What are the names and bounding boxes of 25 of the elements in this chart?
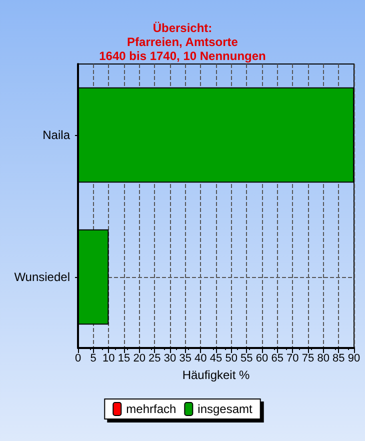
y-tick-label: Wunsiedel	[14, 270, 70, 284]
x-tick-label: 20	[133, 352, 146, 364]
x-tick-label: 70	[286, 352, 299, 364]
x-tick-label: 85	[332, 352, 345, 364]
legend-label: mehrfach	[126, 402, 176, 416]
x-tick-label: 25	[148, 352, 161, 364]
legend-label: insgesamt	[198, 402, 254, 416]
x-tick-label: 35	[179, 352, 192, 364]
x-tick-label: 15	[118, 352, 130, 364]
x-tick-label: 90	[348, 352, 360, 364]
x-tick-label: 55	[240, 352, 253, 364]
chart-title: Übersicht: Pfarreien, Amtsorte 1640 bis 1740, 10 Nennungen	[99, 21, 266, 63]
x-tick-label: 40	[194, 352, 207, 364]
x-tick-label: 0	[74, 352, 82, 364]
x-tick-label: 45	[210, 352, 222, 364]
x-tick-label: 65	[271, 352, 284, 364]
x-tick-label: 5	[90, 352, 96, 364]
x-tick-label: 50	[225, 352, 238, 364]
x-tick-label: 80	[317, 352, 330, 364]
x-tick-label: 75	[302, 352, 314, 364]
x-axis-title: Häufigkeit %	[182, 368, 250, 382]
x-tick-label: 30	[164, 352, 176, 364]
y-tick-label: Naila	[42, 128, 70, 142]
x-tick-label: 60	[256, 352, 268, 364]
x-tick-label: 10	[102, 352, 115, 364]
